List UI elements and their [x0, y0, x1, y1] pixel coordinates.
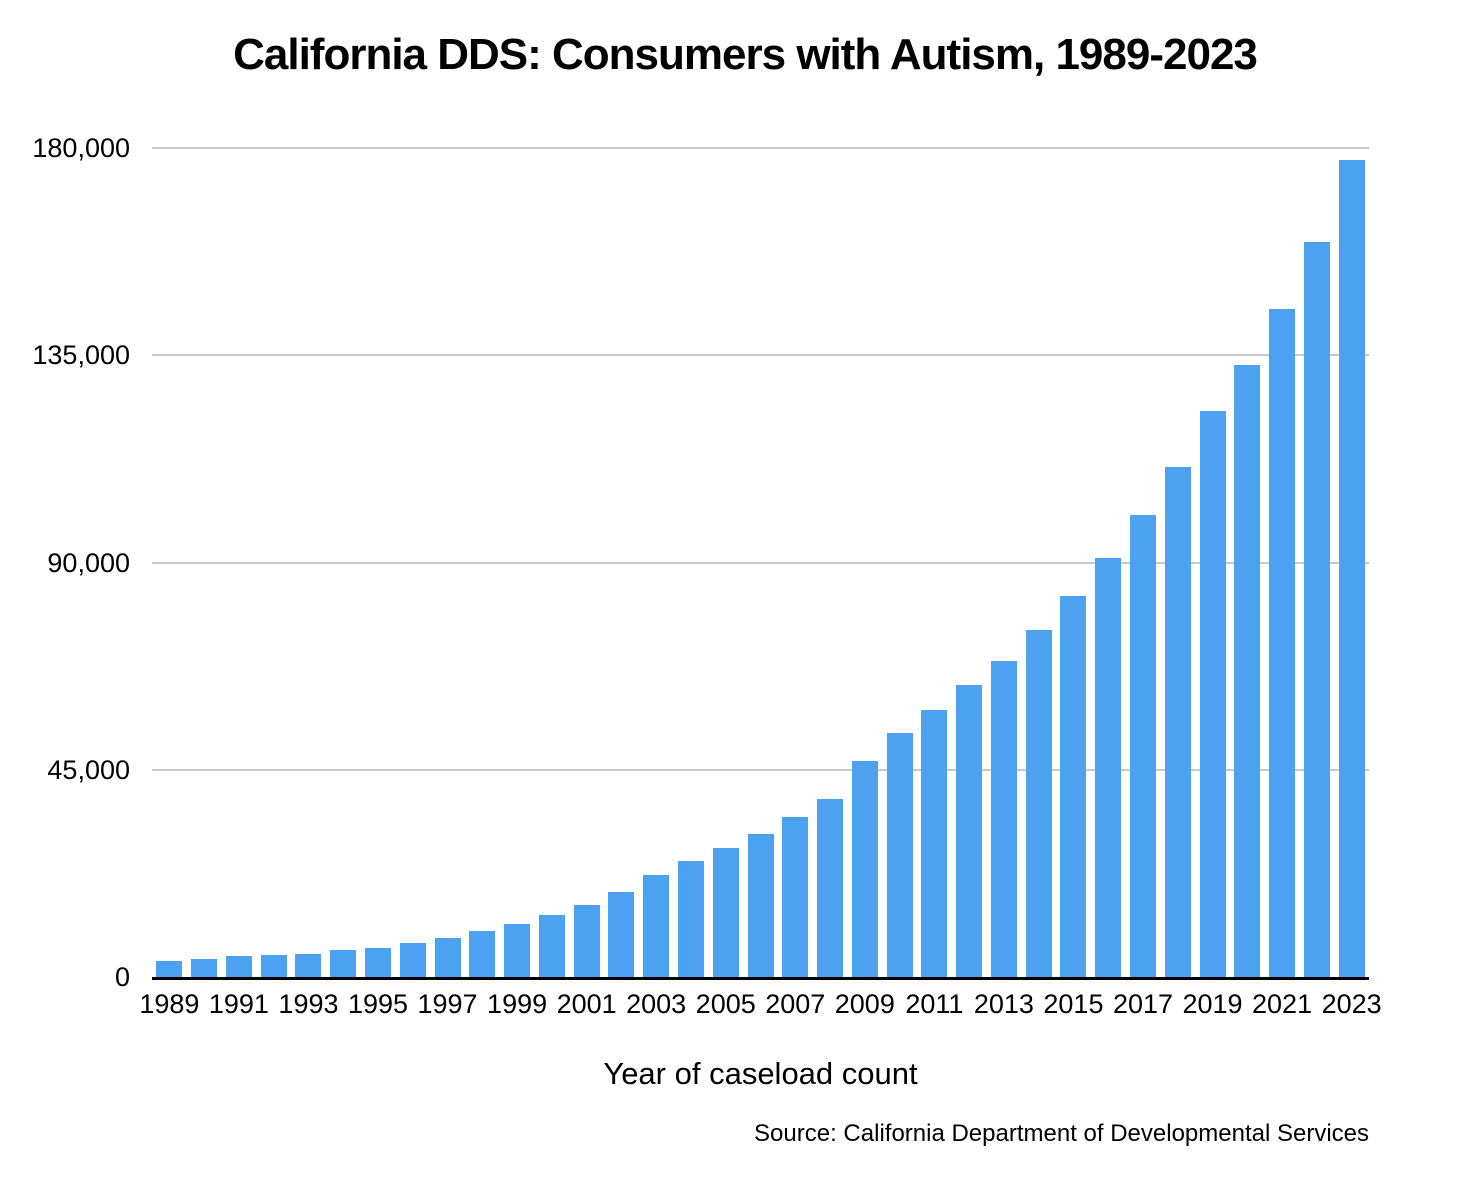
x-axis-label-2007: 2007 — [765, 989, 826, 1019]
y-axis-label: 135,000 — [32, 340, 130, 371]
x-axis-label-2009: 2009 — [834, 989, 895, 1019]
bar-1995 — [365, 947, 391, 977]
bar-2007 — [782, 817, 809, 977]
y-axis-label: 90,000 — [47, 547, 130, 578]
gridline-180000 — [152, 147, 1369, 149]
bar-1999 — [504, 924, 531, 977]
x-axis-label-2017: 2017 — [1112, 989, 1174, 1019]
gridline-45000 — [152, 768, 1369, 771]
y-axis-label: 180,000 — [32, 133, 130, 163]
x-axis-label-1995: 1995 — [347, 989, 409, 1019]
y-axis-label: 45,000 — [47, 754, 130, 785]
bar-1997 — [434, 938, 461, 977]
bar-2008 — [817, 799, 844, 977]
x-axis-label-2003: 2003 — [626, 989, 687, 1019]
bar-2017 — [1129, 515, 1156, 977]
bar-2009 — [851, 761, 878, 977]
bar-2013 — [990, 661, 1017, 977]
bar-2000 — [538, 915, 565, 977]
x-axis-label-2023: 2023 — [1321, 989, 1382, 1019]
source-note: Source: California Department of Develop… — [754, 1120, 1369, 1147]
gridline-90000 — [152, 561, 1369, 564]
bar-1993 — [295, 953, 322, 977]
bar-2006 — [747, 833, 774, 977]
x-axis-label-2013: 2013 — [973, 989, 1034, 1019]
bar-1998 — [469, 931, 496, 977]
bar-2001 — [573, 904, 600, 977]
bar-2015 — [1060, 596, 1087, 977]
bar-2023 — [1338, 160, 1365, 977]
bar-2011 — [921, 710, 948, 977]
bar-1989 — [156, 960, 183, 977]
x-axis-label-1997: 1997 — [417, 989, 478, 1019]
bar-2005 — [712, 847, 739, 977]
y-axis-label: 0 — [114, 962, 130, 992]
x-axis-label-2005: 2005 — [695, 989, 756, 1019]
bar-2018 — [1164, 467, 1191, 977]
x-axis-label-1999: 1999 — [487, 989, 548, 1019]
chart-title: California DDS: Consumers with Autism, 1… — [233, 30, 1258, 79]
x-axis-label-2019: 2019 — [1182, 989, 1243, 1019]
gridline-135000 — [152, 354, 1369, 357]
x-axis-label-1991: 1991 — [208, 989, 269, 1019]
bar-2012 — [956, 685, 983, 977]
x-axis-label-2001: 2001 — [556, 989, 617, 1019]
x-axis-title: Year of caseload count — [603, 1056, 918, 1091]
x-axis-label-1993: 1993 — [278, 989, 339, 1019]
x-axis-label-2015: 2015 — [1043, 989, 1104, 1019]
bar-1994 — [330, 950, 357, 977]
bar-1991 — [225, 956, 252, 977]
bar-2014 — [1025, 630, 1052, 977]
x-axis-label-1989: 1989 — [139, 989, 200, 1019]
bar-2022 — [1303, 241, 1330, 977]
bar-2021 — [1269, 308, 1296, 977]
plot-area — [152, 147, 1369, 980]
x-axis-label-2021: 2021 — [1252, 989, 1313, 1019]
bar-1992 — [260, 954, 287, 977]
bar-2010 — [886, 732, 913, 977]
bar-2019 — [1199, 410, 1226, 977]
x-axis-label-2011: 2011 — [905, 989, 964, 1019]
bar-2002 — [608, 892, 635, 977]
bar-1990 — [191, 959, 218, 977]
bar-1996 — [399, 943, 426, 977]
bar-2003 — [643, 874, 670, 977]
bar-2004 — [677, 860, 704, 977]
bar-2016 — [1095, 557, 1122, 977]
bar-2020 — [1234, 364, 1261, 977]
